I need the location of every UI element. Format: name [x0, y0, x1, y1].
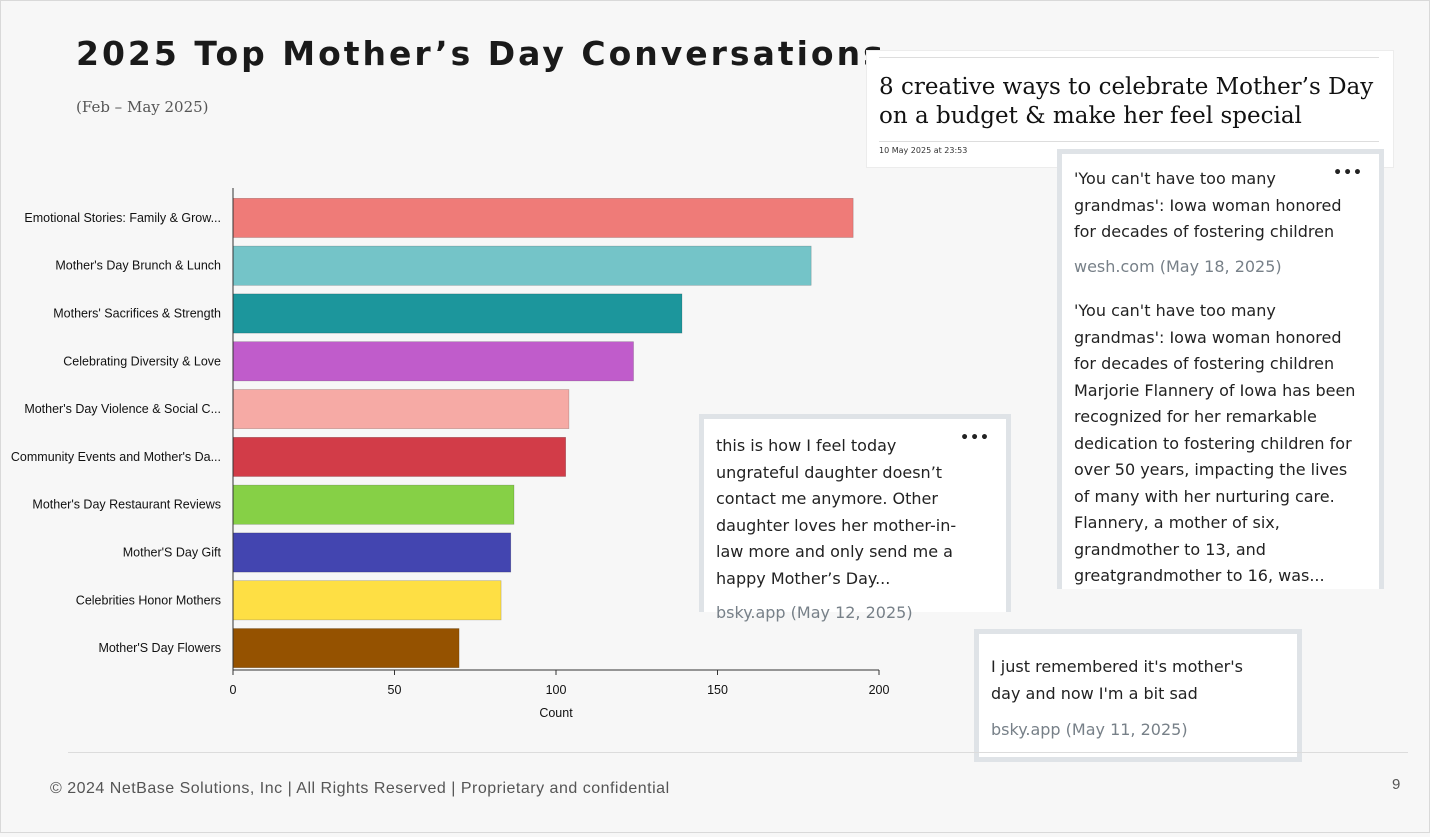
category-label: Mother'S Day Flowers: [98, 641, 221, 655]
x-tick-label: 0: [230, 683, 237, 697]
page-title: 2025 Top Mother’s Day Conversations: [76, 34, 886, 73]
post-body: 'You can't have too many grandmas': Iowa…: [1074, 301, 1356, 585]
bar-1: [232, 245, 812, 286]
post-text: this is how I feel today ungrateful daug…: [716, 436, 957, 588]
news-date: 10 May 2025 at 23:53: [879, 141, 1379, 155]
category-label: Mother's Day Violence & Social C...: [24, 402, 221, 416]
bar-4: [232, 389, 570, 429]
post-card-ungrateful[interactable]: ••• this is how I feel today ungrateful …: [699, 414, 1011, 622]
news-top-rule: [879, 57, 1379, 58]
bar-3: [232, 341, 634, 382]
post-card-remembered[interactable]: I just remembered it's mother's day and …: [974, 629, 1302, 762]
x-tick-label: 100: [546, 683, 567, 697]
bar-chart: Emotional Stories: Family & Grow... Mothe…: [11, 188, 890, 720]
category-label: Community Events and Mother's Da...: [11, 450, 221, 464]
bar-0: [232, 198, 854, 238]
post-title: 'You can't have too many grandmas': Iowa…: [1074, 169, 1342, 241]
category-label: Celebrating Diversity & Love: [63, 354, 221, 368]
bar-9: [232, 628, 460, 668]
x-tick-label: 50: [388, 683, 402, 697]
post-card-grandmas[interactable]: ••• 'You can't have too many grandmas': …: [1057, 149, 1384, 589]
date-range-subtitle: (Feb – May 2025): [76, 98, 209, 116]
bar-2: [232, 293, 683, 334]
bar-6: [232, 484, 515, 525]
news-headline[interactable]: 8 creative ways to celebrate Mother’s Da…: [879, 74, 1374, 129]
news-article-card[interactable]: 8 creative ways to celebrate Mother’s Da…: [866, 50, 1394, 168]
footer-divider: [68, 752, 1408, 753]
bar-7: [232, 532, 512, 573]
post-source[interactable]: bsky.app (May 11, 2025): [991, 720, 1188, 739]
category-label: Mothers' Sacrifices & Strength: [53, 307, 221, 321]
category-label: Mother's Day Restaurant Reviews: [32, 498, 221, 512]
x-tick-label: 200: [869, 683, 890, 697]
x-axis-title: Count: [539, 706, 573, 720]
category-label: Mother'S Day Gift: [123, 546, 222, 560]
post-text: I just remembered it's mother's day and …: [991, 657, 1243, 703]
category-label: Emotional Stories: Family & Grow...: [24, 211, 221, 225]
more-options-icon[interactable]: •••: [960, 430, 990, 446]
more-options-icon[interactable]: •••: [1333, 165, 1363, 181]
category-label: Celebrities Honor Mothers: [76, 593, 221, 607]
bar-5: [232, 437, 566, 477]
category-label: Mother's Day Brunch & Lunch: [55, 259, 221, 273]
x-tick-label: 150: [707, 683, 728, 697]
bar-8: [232, 580, 502, 621]
page-number: 9: [1392, 776, 1401, 793]
post-source[interactable]: wesh.com (May 18, 2025): [1074, 256, 1282, 276]
post-source[interactable]: bsky.app (May 12, 2025): [716, 603, 913, 622]
footer-copyright: © 2024 NetBase Solutions, Inc | All Righ…: [50, 780, 670, 797]
